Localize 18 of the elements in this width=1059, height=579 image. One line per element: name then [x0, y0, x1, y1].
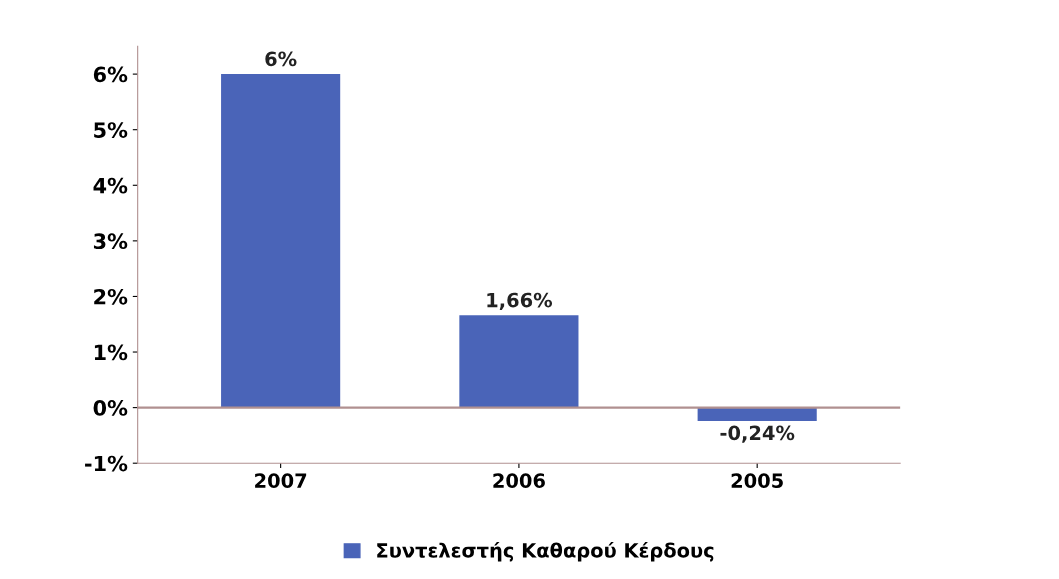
x-tick-label: 2005 — [731, 473, 783, 488]
legend-label: Συντελεστής Καθαρού Κέρδους — [377, 541, 714, 562]
data-label: -0,24% — [720, 425, 795, 443]
y-tick-label: 3% — [93, 233, 128, 250]
y-tick-label: 2% — [94, 288, 128, 305]
y-tick-label: -1% — [85, 455, 128, 472]
x-tick-label: 2007 — [255, 473, 307, 488]
bar — [697, 407, 817, 421]
bar — [221, 74, 341, 408]
y-tick-label: 4% — [93, 177, 128, 194]
y-tick-label: 5% — [94, 122, 128, 138]
y-tick-label: 1% — [94, 344, 128, 361]
bar — [459, 315, 579, 408]
data-label: 6% — [265, 51, 297, 67]
data-label: 1,66% — [487, 292, 553, 310]
y-tick-label: 6% — [93, 66, 128, 83]
x-tick-label: 2006 — [493, 473, 545, 488]
y-tick-label: 0% — [93, 400, 128, 416]
